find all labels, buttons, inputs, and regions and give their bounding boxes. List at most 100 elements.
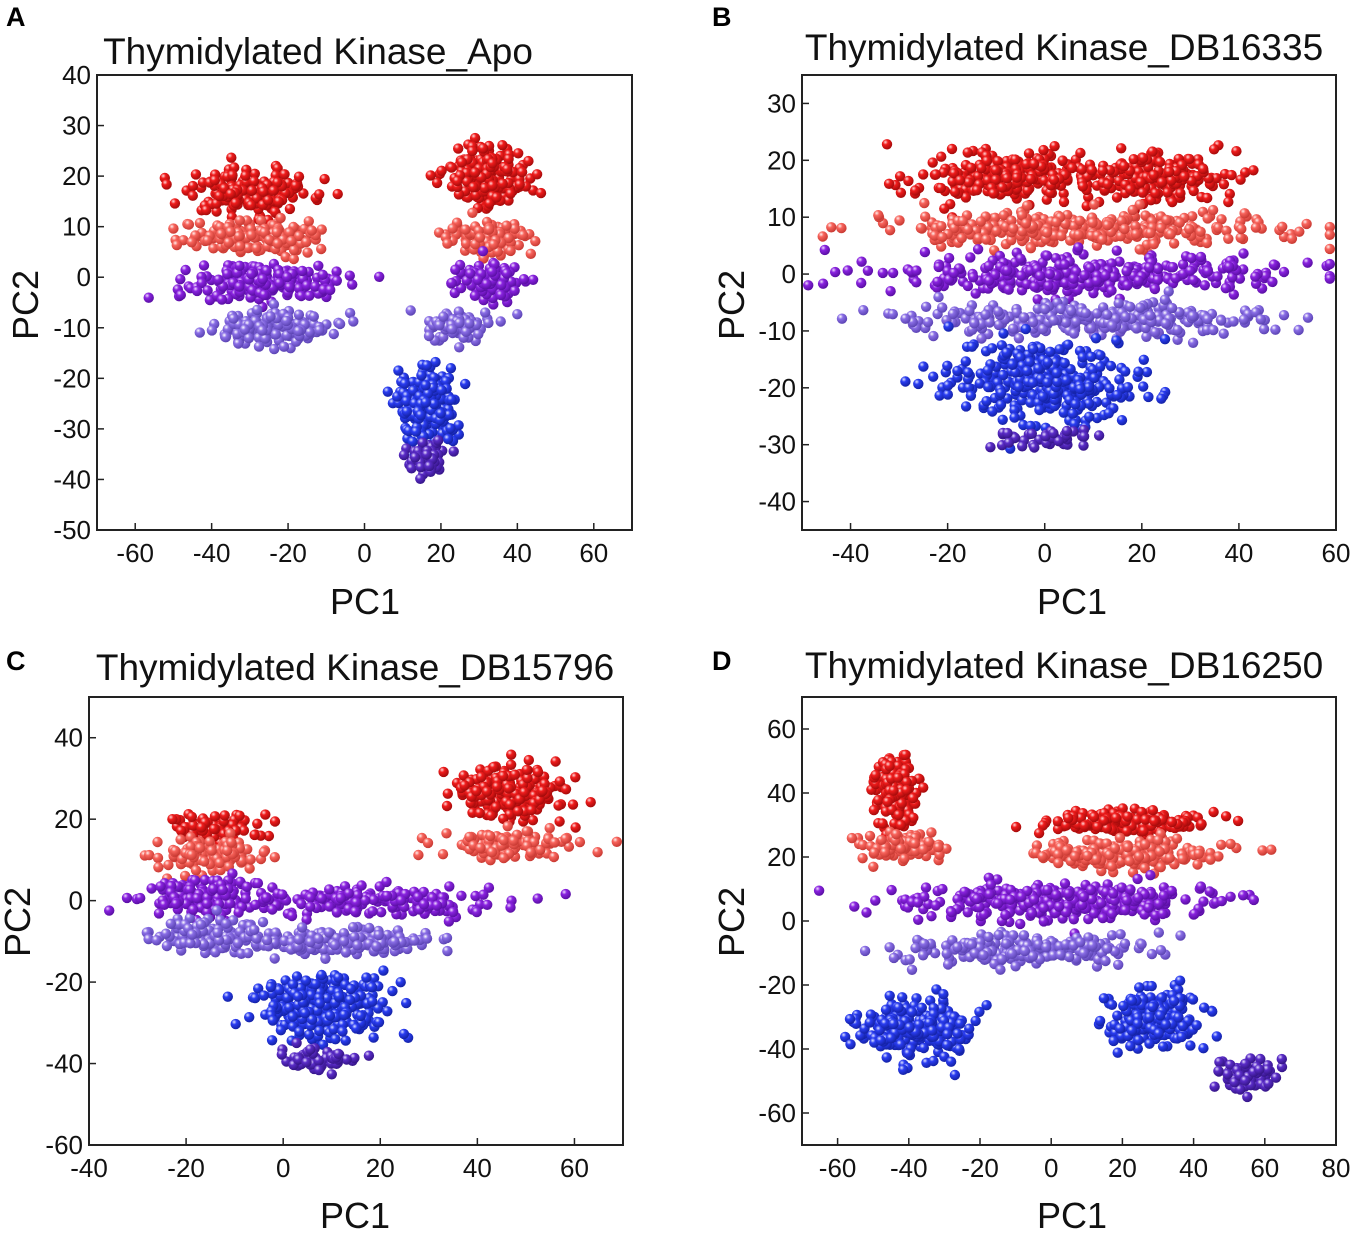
- scatter-point-purple-band: [1238, 248, 1249, 259]
- scatter-point-right-salmon: [498, 835, 509, 846]
- scatter-point-left-salmon: [186, 237, 197, 248]
- scatter-point-lavender-band: [1202, 314, 1213, 325]
- scatter-point-salmon-band: [1051, 217, 1062, 228]
- scatter-point-center-purple: [250, 899, 261, 910]
- scatter-point-salmon-band: [1073, 229, 1084, 240]
- scatter-point-red-right-lobe: [1128, 154, 1139, 165]
- y-tick-label: 30: [767, 88, 796, 118]
- scatter-point-left-red: [196, 822, 207, 833]
- scatter-point-right-red: [487, 180, 498, 191]
- scatter-point-blue-body: [1027, 343, 1039, 355]
- scatter-point-left-salmon: [246, 229, 257, 241]
- scatter-point-left-purple: [198, 260, 210, 271]
- scatter-point-left-lavender: [206, 325, 218, 336]
- scatter-point-center-blue: [300, 975, 312, 986]
- scatter-point-left-salmon: [243, 242, 254, 254]
- scatter-point-salmon-band: [1089, 199, 1100, 210]
- scatter-point-center-blue: [373, 1017, 385, 1028]
- scatter-point-left-red: [186, 811, 197, 822]
- scatter-point-left-red: [273, 196, 284, 207]
- scatter-point-center-violet: [305, 1044, 316, 1055]
- scatter-point-center-blue: [292, 991, 304, 1002]
- scatter-point-right-red: [481, 786, 493, 797]
- scatter-point-violet-tail: [1093, 430, 1105, 441]
- scatter-point-center-purple: [331, 907, 343, 918]
- scatter-point-right-purple: [477, 246, 489, 257]
- scatter-point-right-red: [497, 140, 508, 151]
- scatter-point-purple-band: [933, 261, 944, 273]
- scatter-point-center-lavender: [438, 332, 449, 343]
- scatter-point-lavender-band: [1013, 333, 1025, 344]
- x-tick-label: 0: [1037, 538, 1051, 568]
- scatter-point-left-red: [161, 179, 172, 190]
- scatter-point-center-blue: [382, 1006, 393, 1017]
- scatter-point-violet-tail: [1003, 437, 1014, 448]
- scatter-point-lavender-band: [1150, 327, 1161, 338]
- scatter-point-right-red: [431, 177, 443, 189]
- scatter-point-salmon-band: [826, 222, 837, 233]
- scatter-point-center-violet: [433, 435, 444, 446]
- scatter-point-left-purple: [121, 892, 133, 904]
- scatter-point-lavender-band: [1187, 310, 1199, 322]
- scatter-point-center-blue: [399, 378, 410, 389]
- x-tick-label: -40: [832, 538, 870, 568]
- scatter-point-red-right-lobe: [1179, 171, 1190, 182]
- scatter-point-left-red: [252, 818, 263, 829]
- scatter-point-left-salmon: [284, 227, 295, 238]
- scatter-point-left-lavender: [269, 343, 280, 355]
- scatter-point-left-lavender: [308, 311, 319, 322]
- scatter-point-blue-body: [942, 389, 953, 400]
- x-tick-label: 20: [366, 1153, 395, 1183]
- scatter-point-blue-body: [1095, 361, 1106, 372]
- scatter-point-blue-body: [1051, 367, 1063, 379]
- scatter-point-left-salmon: [223, 237, 234, 248]
- scatter-point-left-lavender: [328, 328, 339, 340]
- scatter-point-purple-band: [962, 280, 974, 292]
- scatter-point-center-purple: [217, 884, 228, 896]
- scatter-point-left-salmon: [216, 228, 227, 240]
- scatter-point-purple-band: [1143, 262, 1155, 273]
- scatter-point-left-lavender: [257, 916, 269, 928]
- scatter-point-right-red: [550, 756, 561, 767]
- scatter-point-left-salmon: [258, 846, 269, 858]
- scatter-point-center-blue: [299, 1008, 311, 1019]
- scatter-point-right-salmon: [474, 232, 486, 243]
- scatter-point-left-red: [251, 193, 262, 204]
- scatter-point-red-right-lobe: [1202, 192, 1213, 204]
- scatter-point-red-left-lobe: [954, 175, 966, 186]
- scatter-point-purple-band: [1202, 266, 1214, 277]
- panel-label: B: [712, 2, 732, 32]
- scatter-point-left-salmon: [199, 856, 210, 867]
- scatter-point-salmon-band: [817, 231, 828, 242]
- scatter-point-left-purple: [234, 260, 245, 271]
- scatter-point-left-lavender: [314, 325, 325, 336]
- scatter-point-red-left-lobe: [976, 163, 987, 174]
- scatter-point-left-lavender: [265, 311, 276, 322]
- scatter-point-left-red: [227, 170, 238, 181]
- scatter-point-red-left-lobe: [1010, 154, 1021, 165]
- scatter-point-center-blue: [287, 979, 299, 990]
- x-tick-label: -20: [929, 538, 967, 568]
- scatter-point-center-purple: [443, 916, 455, 927]
- scatter-point-right-red: [456, 157, 467, 168]
- scatter-point-center-purple: [277, 889, 288, 900]
- scatter-point-right-red: [570, 772, 581, 783]
- scatter-point-left-red: [245, 200, 257, 211]
- scatter-point-left-purple: [143, 292, 154, 303]
- scatter-point-right-red: [509, 769, 521, 780]
- scatter-point-right-purple: [509, 285, 520, 296]
- scatter-point-left-lavender: [165, 918, 176, 929]
- scatter-point-right-red: [537, 785, 548, 797]
- scatter-point-center-purple: [188, 904, 199, 915]
- scatter-point-lavender-band: [1238, 314, 1250, 325]
- scatter-point-center-blue: [314, 1025, 325, 1037]
- scatter-point-purple-band: [1106, 285, 1117, 296]
- scatter-point-purple-band: [1220, 283, 1232, 294]
- scatter-point-right-red: [453, 143, 464, 154]
- scatter-point-purple-band: [1278, 266, 1290, 278]
- scatter-point-right-red: [553, 800, 564, 811]
- scatter-point-right-red: [497, 178, 508, 189]
- scatter-point-right-red: [468, 182, 479, 193]
- scatter-point-right-salmon: [530, 236, 541, 247]
